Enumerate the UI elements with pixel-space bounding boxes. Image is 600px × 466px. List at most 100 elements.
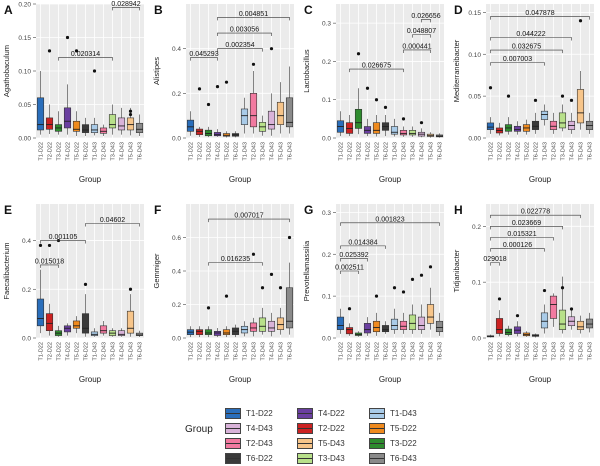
box-body bbox=[513, 125, 522, 132]
legend-label: T4-D22 bbox=[318, 409, 345, 418]
box-T6-D43 bbox=[285, 66, 294, 134]
box-T4-D43 bbox=[567, 310, 576, 330]
outlier-point bbox=[224, 294, 229, 298]
box-T4-D43 bbox=[117, 107, 126, 135]
panel-background bbox=[336, 4, 444, 138]
box-T4-D22 bbox=[363, 317, 372, 336]
box-body bbox=[408, 130, 417, 136]
significance-label: 0.04602 bbox=[100, 217, 125, 224]
box-T1-D22 bbox=[486, 117, 495, 134]
x-tick-label: T1-D22 bbox=[489, 142, 495, 161]
x-tick-label: T1-D43 bbox=[93, 142, 99, 161]
box-T6-D22 bbox=[381, 321, 390, 334]
box-T2-D22 bbox=[45, 104, 54, 134]
x-tick-label: T4-D43 bbox=[420, 142, 426, 161]
box-body bbox=[36, 298, 45, 327]
box-T3-D43 bbox=[558, 276, 567, 334]
legend-item: T5-D43 bbox=[297, 436, 369, 451]
legend-item: T4-D22 bbox=[297, 406, 369, 421]
x-tick-label: T5-D22 bbox=[525, 342, 531, 361]
y-tick-label: 0.4 bbox=[172, 46, 181, 53]
x-tick-label: T6-D22 bbox=[534, 142, 540, 161]
significance-label: 0.023669 bbox=[512, 220, 541, 227]
panel-C: 0.0 0.1 0.2 0.3 0.026675 0.000441 0.048807 0.02… bbox=[302, 3, 444, 184]
x-tick-label: T1-D22 bbox=[189, 142, 195, 161]
y-tick-label: 0.0 bbox=[172, 136, 181, 143]
box-T2-D43 bbox=[399, 126, 408, 137]
significance-label: 0.044222 bbox=[516, 31, 545, 38]
significance-label: 0.014384 bbox=[348, 239, 377, 246]
box-body bbox=[381, 325, 390, 333]
significance-label: 0.003056 bbox=[230, 27, 259, 34]
box-T3-D43 bbox=[408, 304, 417, 334]
legend: Group T1-D22 T4-D22 T1-D43 T4-D43 T2-D22… bbox=[185, 406, 445, 464]
x-tick-label: T4-D22 bbox=[516, 342, 522, 361]
y-tick-label: 0.00 bbox=[468, 136, 481, 143]
box-T6-D22 bbox=[381, 115, 390, 137]
box-T4-D43 bbox=[567, 112, 576, 134]
x-tick-label: T4-D22 bbox=[216, 142, 222, 161]
legend-item: T1-D43 bbox=[369, 406, 441, 421]
box-T3-D22 bbox=[354, 88, 363, 135]
x-tick-label: T6-D22 bbox=[384, 142, 390, 161]
box-body bbox=[558, 309, 567, 330]
legend-swatch bbox=[369, 438, 385, 449]
significance-label: 0.025392 bbox=[339, 252, 368, 259]
box-body bbox=[585, 318, 594, 329]
panel-background bbox=[486, 4, 594, 138]
box-body bbox=[435, 320, 444, 333]
box-T3-D43 bbox=[108, 328, 117, 337]
significance-bracket bbox=[490, 62, 545, 66]
x-tick-label: T2-D43 bbox=[252, 142, 258, 161]
outlier-point bbox=[374, 98, 379, 102]
x-tick-label: T6-D43 bbox=[138, 342, 144, 361]
box-body bbox=[399, 130, 408, 136]
box-body bbox=[267, 320, 276, 332]
outlier-point bbox=[542, 288, 547, 293]
panel-F: 0.0 0.2 0.4 0.6 0.016235 0.007017 T1-D22 T2-D22… bbox=[152, 203, 294, 384]
box-T1-D43 bbox=[240, 97, 249, 134]
box-body bbox=[558, 112, 567, 129]
box-T2-D22 bbox=[195, 126, 204, 137]
box-T5-D22 bbox=[372, 115, 381, 137]
box-T2-D22 bbox=[495, 310, 504, 337]
outlier-point bbox=[128, 112, 133, 117]
box-T5-D43 bbox=[276, 82, 285, 134]
legend-label: T1-D43 bbox=[390, 409, 417, 418]
panel-letter: C bbox=[304, 3, 313, 17]
y-tick-label: 0.1 bbox=[322, 294, 331, 301]
box-T1-D22 bbox=[336, 111, 345, 137]
y-tick-label: 0.0 bbox=[322, 136, 331, 143]
x-tick-label: T4-D22 bbox=[66, 342, 72, 361]
box-body bbox=[336, 316, 345, 330]
significance-label: 0.015321 bbox=[507, 231, 536, 238]
y-axis-title: Alistipes bbox=[152, 57, 161, 85]
significance-label: 0.032675 bbox=[512, 44, 541, 51]
box-body bbox=[117, 117, 126, 131]
x-tick-label: T4-D22 bbox=[366, 142, 372, 161]
box-body bbox=[99, 127, 108, 134]
box-body bbox=[285, 287, 294, 329]
outlier-point bbox=[251, 252, 256, 256]
box-body bbox=[90, 124, 99, 133]
legend-swatch bbox=[297, 408, 313, 419]
box-T6-D43 bbox=[585, 112, 594, 134]
x-tick-label: T1-D43 bbox=[543, 142, 549, 161]
x-tick-label: T3-D43 bbox=[561, 342, 567, 361]
box-body bbox=[276, 101, 285, 125]
box-body bbox=[204, 329, 213, 335]
legend-swatch bbox=[225, 438, 241, 449]
box-T1-D22 bbox=[336, 308, 345, 334]
significance-bracket bbox=[217, 17, 290, 21]
box-T2-D22 bbox=[495, 122, 504, 136]
significance-bracket bbox=[340, 222, 440, 226]
significance-label: 0.022778 bbox=[521, 209, 550, 216]
panel-G: 0.0 0.1 0.2 0.3 0.002511 0.025392 0.014384 0.00… bbox=[302, 203, 444, 384]
outlier-point bbox=[569, 307, 574, 311]
box-body bbox=[408, 314, 417, 330]
x-tick-label: T2-D43 bbox=[402, 342, 408, 361]
y-tick-label: 0.1 bbox=[472, 280, 481, 287]
box-body bbox=[135, 122, 144, 133]
significance-label: 0.026675 bbox=[362, 63, 391, 70]
box-T2-D22 bbox=[345, 115, 354, 137]
